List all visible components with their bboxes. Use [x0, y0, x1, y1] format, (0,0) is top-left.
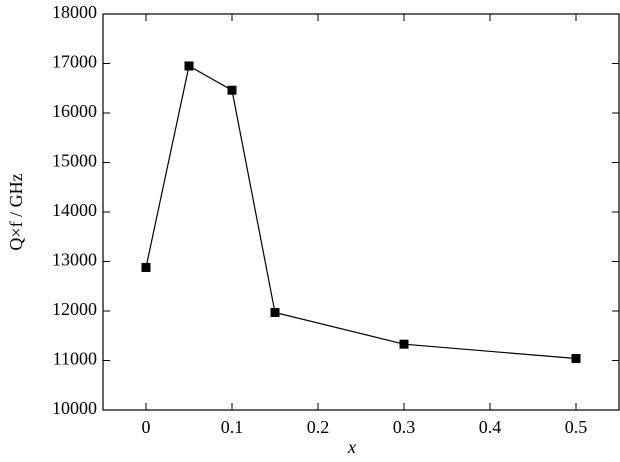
data-point: [571, 354, 581, 364]
data-point: [227, 85, 237, 95]
x-tick-label: 0.3: [393, 417, 416, 437]
plot-frame: [102, 13, 620, 411]
x-tick-label: 0.4: [479, 417, 502, 437]
y-tick-label: 17000: [52, 52, 97, 72]
x-tick-label: 0.5: [565, 417, 588, 437]
x-tick-label: 0.1: [221, 417, 244, 437]
x-axis-label: x: [347, 437, 356, 457]
y-tick-label: 18000: [52, 2, 97, 22]
data-line: [145, 65, 577, 360]
data-point: [270, 307, 280, 317]
y-tick-label: 16000: [52, 101, 97, 121]
data-point: [141, 262, 151, 272]
x-tick-label: 0.2: [307, 417, 330, 437]
y-tick-label: 12000: [52, 299, 97, 319]
y-axis-label: Q×f / GHz: [6, 173, 26, 250]
data-point: [184, 61, 194, 71]
y-tick-label: 14000: [52, 200, 97, 220]
data-point: [399, 339, 409, 349]
y-tick-label: 15000: [52, 151, 97, 171]
y-tick-label: 13000: [52, 250, 97, 270]
y-tick-label: 10000: [52, 398, 97, 418]
x-tick-label: 0: [142, 417, 151, 437]
y-tick-label: 11000: [53, 349, 97, 369]
